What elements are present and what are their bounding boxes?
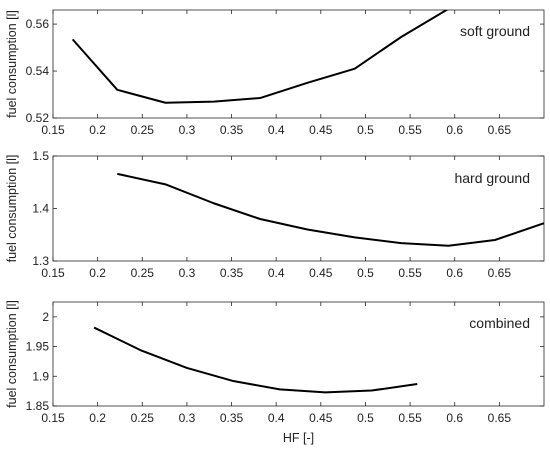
y-tick-label: 0.52 — [26, 111, 50, 125]
panel-2: 0.15 0.2 0.25 0.3 0.35 0.4 0.45 0.5 0.55 0.6 0.65 1… — [5, 149, 545, 280]
x-tick-label: 0.55 — [398, 123, 422, 137]
y-axis-title: fuel consumption [l] — [5, 155, 19, 263]
x-tick-label: 0.4 — [268, 123, 285, 137]
panel-label: hard ground — [454, 170, 530, 186]
y-tick-label: 1.85 — [26, 399, 50, 413]
x-tick-label: 0.15 — [41, 411, 65, 425]
x-tick-label: 0.15 — [41, 123, 65, 137]
x-tick-label: 0.65 — [488, 266, 512, 280]
y-tick-label: 1.3 — [32, 254, 49, 268]
x-tick-label: 0.4 — [268, 266, 285, 280]
x-tick-label: 0.35 — [220, 123, 244, 137]
x-tick-label: 0.55 — [398, 411, 422, 425]
y-axis-title: fuel consumption [l] — [5, 300, 19, 408]
x-tick-label: 0.2 — [89, 123, 106, 137]
x-axis-title: HF [-] — [283, 431, 314, 445]
x-tick-label: 0.45 — [309, 123, 333, 137]
y-tick-label: 2 — [42, 310, 49, 324]
x-tick-label: 0.45 — [309, 411, 333, 425]
y-tick-label: 0.56 — [26, 17, 50, 31]
x-tick-label: 0.3 — [179, 123, 196, 137]
x-tick-label: 0.5 — [357, 411, 374, 425]
x-tick-label: 0.6 — [446, 123, 463, 137]
x-tick-label: 0.25 — [131, 266, 155, 280]
y-axis-title: fuel consumption [l] — [5, 10, 19, 118]
x-tick-label: 0.2 — [89, 266, 106, 280]
plot-frame — [52, 301, 545, 407]
panel-label: soft ground — [460, 23, 530, 39]
x-tick-label: 0.2 — [89, 411, 106, 425]
series-line — [93, 326, 418, 394]
x-tick-label: 0.15 — [41, 266, 65, 280]
x-tick-label: 0.35 — [220, 411, 244, 425]
panel-1: 0.15 0.2 0.25 0.3 0.35 0.4 0.45 0.5 0.55 0.6 0.65 0… — [5, 9, 545, 137]
panel-label: combined — [469, 315, 530, 331]
x-tick-label: 0.65 — [488, 123, 512, 137]
series-line — [71, 10, 449, 104]
x-tick-label: 0.65 — [488, 411, 512, 425]
series-line — [117, 172, 544, 247]
x-tick-label: 0.35 — [220, 266, 244, 280]
x-tick-label: 0.6 — [446, 411, 463, 425]
x-tick-label: 0.55 — [398, 266, 422, 280]
plot-frame — [52, 9, 545, 119]
y-tick-label: 1.5 — [32, 149, 49, 163]
x-tick-label: 0.3 — [179, 411, 196, 425]
y-tick-label: 1.4 — [32, 202, 49, 216]
x-tick-label: 0.4 — [268, 411, 285, 425]
x-tick-label: 0.5 — [357, 266, 374, 280]
y-tick-label: 0.54 — [26, 64, 50, 78]
panel-3: 0.15 0.2 0.25 0.3 0.35 0.4 0.45 0.5 0.55 0.6 0.65 1… — [5, 300, 545, 445]
x-tick-label: 0.6 — [446, 266, 463, 280]
x-tick-label: 0.25 — [131, 123, 155, 137]
panels-layer: 0.15 0.2 0.25 0.3 0.35 0.4 0.45 0.5 0.55 0.6 0.650… — [5, 9, 545, 445]
x-tick-label: 0.25 — [131, 411, 155, 425]
x-tick-label: 0.45 — [309, 266, 333, 280]
y-tick-label: 1.95 — [26, 340, 50, 354]
x-tick-label: 0.5 — [357, 123, 374, 137]
y-tick-label: 1.9 — [32, 369, 49, 383]
x-tick-label: 0.3 — [179, 266, 196, 280]
